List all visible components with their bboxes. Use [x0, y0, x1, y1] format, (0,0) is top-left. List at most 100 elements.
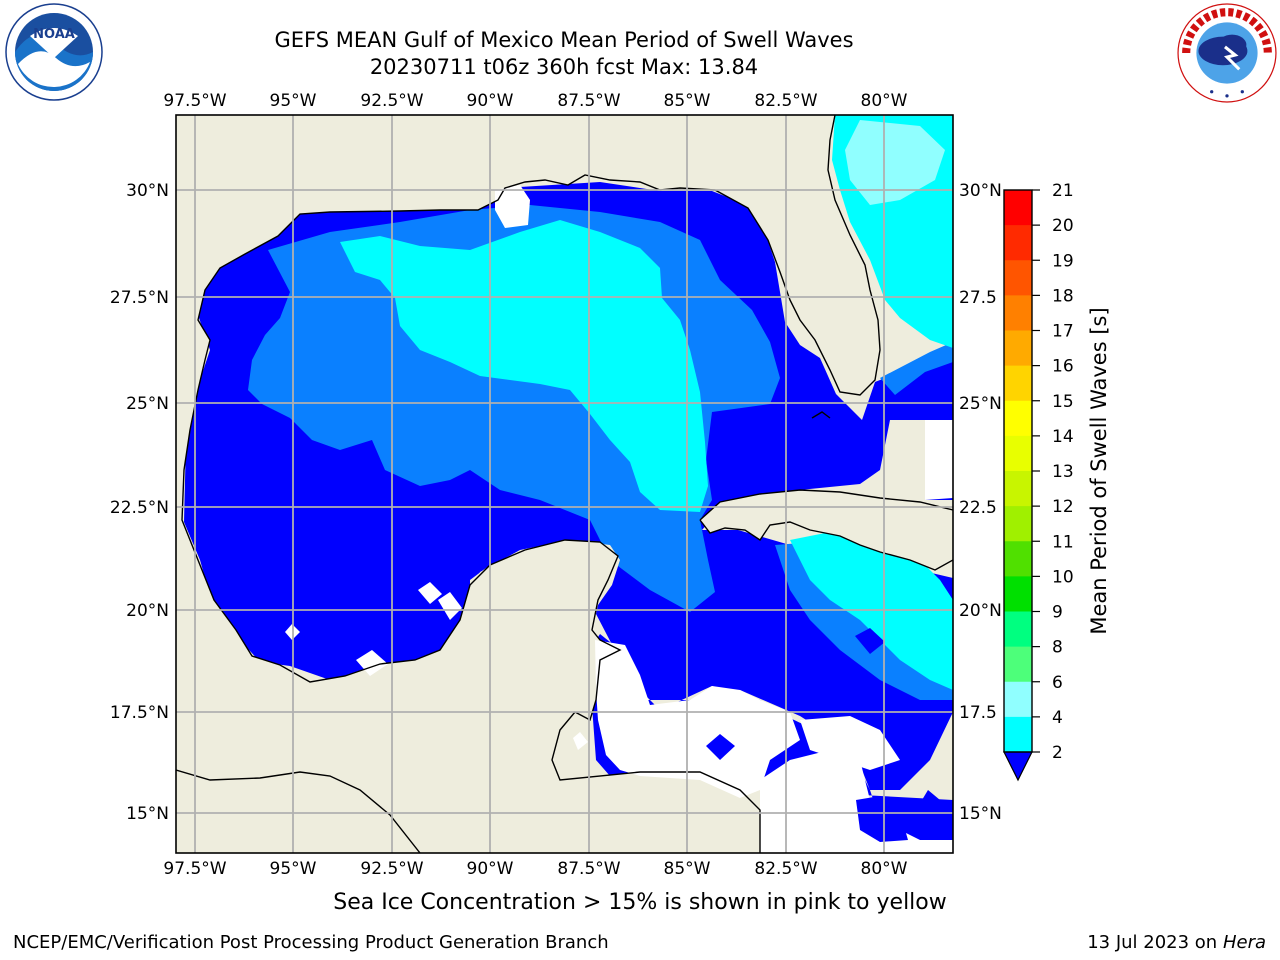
no-data-bay — [356, 650, 388, 676]
colorbar-tick-label: 13 — [1052, 462, 1074, 482]
colorbar-tick-label: 12 — [1052, 497, 1074, 517]
lon-label-bottom: 87.5°W — [557, 859, 620, 879]
colorbar-bin — [1004, 506, 1032, 542]
lat-label-right: 25°N — [959, 394, 1002, 414]
colorbar-tick-label: 21 — [1052, 181, 1074, 201]
no-data-caribbean-2 — [800, 716, 900, 770]
lon-label-bottom: 90°W — [467, 859, 514, 879]
wave-field — [176, 115, 953, 853]
lon-label-top: 85°W — [664, 91, 711, 111]
colorbar-bin — [1004, 365, 1032, 402]
map-frame — [175, 114, 954, 854]
colorbar-tick-label: 9 — [1052, 603, 1063, 623]
lon-label-bottom: 92.5°W — [360, 859, 423, 879]
noaa-logo: NOAA — [5, 3, 103, 101]
blue-patch-sw-2 — [922, 790, 940, 812]
colorbar: 21 20 19 18 17 16 15 14 13 12 11 10 9 8 6 4 2 Mean Perio… — [1003, 181, 1111, 782]
lat-label-right: 15°N — [959, 804, 1002, 824]
colorbar-label: Mean Period of Swell Waves [s] — [1087, 307, 1111, 634]
lat-label-left: 17.5°N — [110, 703, 169, 723]
swell-2to4-atlantic — [880, 342, 953, 395]
graticule — [176, 115, 953, 853]
no-data-belize — [573, 732, 588, 750]
colorbar-tick-label: 8 — [1052, 638, 1063, 658]
lat-labels-left: 30°N 27.5°N 25°N 22.5°N 20°N 17.5°N 15°N — [110, 181, 169, 824]
lon-labels-bottom: 97.5°W 95°W 92.5°W 90°W 87.5°W 85°W 82.5… — [163, 859, 907, 879]
colorbar-tick-label: 11 — [1052, 532, 1074, 552]
colorbar-bin — [1004, 541, 1032, 577]
colorbar-bin — [1004, 190, 1032, 226]
lon-label-top: 87.5°W — [557, 91, 620, 111]
map-title: GEFS MEAN Gulf of Mexico Mean Period of … — [274, 28, 854, 52]
lat-labels-right: 30°N 27.5 25°N 22.5 20°N 17.5 15°N — [959, 181, 1002, 824]
lat-label-right: 20°N — [959, 601, 1002, 621]
colorbar-extend-arrow — [1003, 751, 1033, 782]
map-subtitle: 20230711 t06z 360h fcst Max: 13.84 — [369, 55, 759, 79]
colorbar-bin — [1004, 435, 1032, 472]
lat-label-left: 27.5°N — [110, 288, 169, 308]
colorbar-tick-label: 14 — [1052, 427, 1074, 447]
lat-label-left: 22.5°N — [110, 498, 169, 518]
colorbar-bin — [1004, 576, 1032, 612]
lat-label-right: 22.5 — [959, 498, 997, 518]
colorbar-tick-label: 19 — [1052, 251, 1074, 271]
swell-4to6 — [340, 220, 708, 512]
lat-label-left: 15°N — [126, 804, 169, 824]
lon-labels-top: 97.5°W 95°W 92.5°W 90°W 87.5°W 85°W 82.5… — [163, 91, 907, 111]
blue-patch-sw-1 — [856, 796, 908, 842]
colorbar-bin — [1004, 330, 1032, 367]
colorbar-bin — [1004, 471, 1032, 507]
coastlines — [176, 115, 953, 853]
colorbar-tick-label: 10 — [1052, 567, 1074, 587]
colorbar-bin — [1004, 225, 1032, 261]
footer-host: Hera — [1222, 932, 1266, 953]
colorbar-tick-label: 18 — [1052, 286, 1074, 306]
colorbar-bin — [1004, 611, 1032, 648]
lon-label-bottom: 95°W — [270, 859, 317, 879]
lon-label-bottom: 80°W — [861, 859, 908, 879]
lon-label-top: 90°W — [467, 91, 514, 111]
sea-ice-note: Sea Ice Concentration > 15% is shown in … — [333, 890, 947, 915]
lat-label-right: 27.5 — [959, 288, 997, 308]
footer-date-text: 13 Jul 2023 on — [1087, 932, 1223, 953]
swell-4to6-south — [790, 528, 953, 690]
colorbar-bin — [1004, 400, 1032, 437]
lon-label-top: 92.5°W — [360, 91, 423, 111]
lat-label-left: 20°N — [126, 601, 169, 621]
blue-patch-sw-3 — [855, 628, 885, 654]
lat-label-left: 25°N — [126, 394, 169, 414]
lat-label-left: 30°N — [126, 181, 169, 201]
no-data-bahamas — [925, 420, 953, 500]
colorbar-tick-label: 6 — [1052, 673, 1063, 693]
colorbar-tick-label: 17 — [1052, 322, 1074, 342]
lon-label-bottom: 82.5°W — [754, 859, 817, 879]
nws-logo — [1177, 3, 1277, 103]
colorbar-bin — [1004, 646, 1032, 683]
colorbar-tick-label: 20 — [1052, 216, 1074, 236]
colorbar-tick-label: 15 — [1052, 392, 1074, 412]
lon-label-top: 95°W — [270, 91, 317, 111]
noaa-logo-text: NOAA — [33, 27, 75, 42]
lon-label-top: 82.5°W — [754, 91, 817, 111]
footer-date: 13 Jul 2023 on Hera — [1087, 932, 1266, 953]
no-data-honduras — [595, 640, 800, 798]
lat-label-right: 17.5 — [959, 703, 997, 723]
blue-patch-hond-1 — [706, 734, 735, 760]
colorbar-tick-label: 4 — [1052, 708, 1063, 728]
lon-label-bottom: 97.5°W — [163, 859, 226, 879]
cuba-land — [700, 490, 953, 570]
yucatan-land — [176, 540, 770, 853]
lon-label-top: 80°W — [861, 91, 908, 111]
colorbar-bin — [1004, 295, 1032, 331]
no-data-yucatan-bay — [438, 592, 462, 620]
colorbar-tick-label: 2 — [1052, 743, 1063, 763]
swell-6to8-atlantic — [845, 120, 945, 205]
lon-label-top: 97.5°W — [163, 91, 226, 111]
no-data-sw-caribbean — [820, 818, 870, 852]
footer-branch: NCEP/EMC/Verification Post Processing Pr… — [13, 932, 609, 953]
lon-label-bottom: 85°W — [664, 859, 711, 879]
colorbar-bin — [1004, 260, 1032, 296]
lat-label-right: 30°N — [959, 181, 1002, 201]
colorbar-bin — [1004, 716, 1032, 753]
